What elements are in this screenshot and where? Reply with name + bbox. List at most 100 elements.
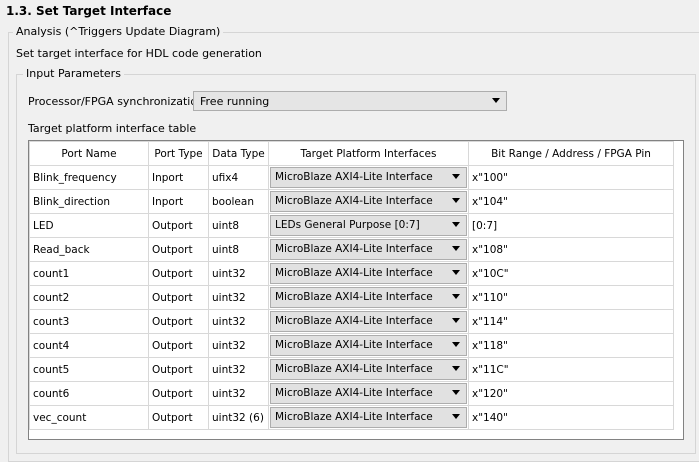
address-field[interactable]: [0:7] <box>468 213 674 238</box>
address-field[interactable]: x"108" <box>468 237 674 262</box>
interface-select[interactable]: MicroBlaze AXI4-Lite Interface <box>270 335 467 356</box>
table-row: Blink_direction Inport boolean MicroBlaz… <box>29 189 674 214</box>
data-type: uint32 (6) <box>208 405 269 430</box>
interface-cell: MicroBlaze AXI4-Lite Interface <box>268 237 469 262</box>
interface-table-container: Port Name Port Type Data Type Target Pla… <box>28 140 684 440</box>
chevron-down-icon <box>452 270 460 275</box>
port-type: Outport <box>148 357 209 382</box>
interface-cell: MicroBlaze AXI4-Lite Interface <box>268 333 469 358</box>
interface-select[interactable]: MicroBlaze AXI4-Lite Interface <box>270 407 467 428</box>
address-field[interactable]: x"100" <box>468 165 674 190</box>
address-field[interactable]: x"104" <box>468 189 674 214</box>
data-type: uint32 <box>208 333 269 358</box>
interface-select[interactable]: MicroBlaze AXI4-Lite Interface <box>270 167 467 188</box>
sync-value: Free running <box>200 95 270 108</box>
description: Set target interface for HDL code genera… <box>16 47 262 60</box>
col-address: Bit Range / Address / FPGA Pin <box>468 141 674 166</box>
interface-select[interactable]: MicroBlaze AXI4-Lite Interface <box>270 239 467 260</box>
port-name: count2 <box>29 285 149 310</box>
port-type: Outport <box>148 381 209 406</box>
address-field[interactable]: x"10C" <box>468 261 674 286</box>
address-field[interactable]: x"140" <box>468 405 674 430</box>
interface-select[interactable]: LEDs General Purpose [0:7] <box>270 215 467 236</box>
col-port-type: Port Type <box>148 141 209 166</box>
port-type: Outport <box>148 333 209 358</box>
data-type: uint8 <box>208 237 269 262</box>
port-type: Outport <box>148 309 209 334</box>
interface-select[interactable]: MicroBlaze AXI4-Lite Interface <box>270 311 467 332</box>
chevron-down-icon <box>452 294 460 299</box>
table-row: Blink_frequency Inport ufix4 MicroBlaze … <box>29 165 674 190</box>
data-type: uint32 <box>208 285 269 310</box>
analysis-legend: Analysis (^Triggers Update Diagram) <box>13 25 224 38</box>
interface-select[interactable]: MicroBlaze AXI4-Lite Interface <box>270 383 467 404</box>
col-port-name: Port Name <box>29 141 149 166</box>
section-title: 1.3. Set Target Interface <box>6 4 172 18</box>
interface-select[interactable]: MicroBlaze AXI4-Lite Interface <box>270 191 467 212</box>
col-interfaces: Target Platform Interfaces <box>268 141 469 166</box>
interface-value: MicroBlaze AXI4-Lite Interface <box>275 387 433 399</box>
data-type: uint32 <box>208 357 269 382</box>
data-type: uint32 <box>208 261 269 286</box>
port-name: count1 <box>29 261 149 286</box>
data-type: uint32 <box>208 309 269 334</box>
port-type: Outport <box>148 213 209 238</box>
port-type: Inport <box>148 189 209 214</box>
address-field[interactable]: x"114" <box>468 309 674 334</box>
table-row: Read_back Outport uint8 MicroBlaze AXI4-… <box>29 237 674 262</box>
interface-cell: MicroBlaze AXI4-Lite Interface <box>268 405 469 430</box>
chevron-down-icon <box>452 246 460 251</box>
table-row: count2 Outport uint32 MicroBlaze AXI4-Li… <box>29 285 674 310</box>
address-field[interactable]: x"11C" <box>468 357 674 382</box>
interface-value: MicroBlaze AXI4-Lite Interface <box>275 411 433 423</box>
port-type: Outport <box>148 261 209 286</box>
interface-value: MicroBlaze AXI4-Lite Interface <box>275 363 433 375</box>
data-type: uint8 <box>208 213 269 238</box>
interface-cell: MicroBlaze AXI4-Lite Interface <box>268 381 469 406</box>
chevron-down-icon <box>452 390 460 395</box>
table-row: count1 Outport uint32 MicroBlaze AXI4-Li… <box>29 261 674 286</box>
interface-value: MicroBlaze AXI4-Lite Interface <box>275 171 433 183</box>
interface-cell: MicroBlaze AXI4-Lite Interface <box>268 285 469 310</box>
port-name: count5 <box>29 357 149 382</box>
chevron-down-icon <box>452 174 460 179</box>
port-type: Outport <box>148 285 209 310</box>
chevron-down-icon <box>452 414 460 419</box>
address-field[interactable]: x"118" <box>468 333 674 358</box>
port-name: count3 <box>29 309 149 334</box>
interface-select[interactable]: MicroBlaze AXI4-Lite Interface <box>270 359 467 380</box>
address-field[interactable]: x"110" <box>468 285 674 310</box>
port-name: Blink_frequency <box>29 165 149 190</box>
interface-value: LEDs General Purpose [0:7] <box>275 219 420 231</box>
port-name: LED <box>29 213 149 238</box>
interface-cell: LEDs General Purpose [0:7] <box>268 213 469 238</box>
interface-value: MicroBlaze AXI4-Lite Interface <box>275 339 433 351</box>
interface-select[interactable]: MicroBlaze AXI4-Lite Interface <box>270 263 467 284</box>
port-name: vec_count <box>29 405 149 430</box>
interface-cell: MicroBlaze AXI4-Lite Interface <box>268 261 469 286</box>
interface-value: MicroBlaze AXI4-Lite Interface <box>275 267 433 279</box>
chevron-down-icon <box>452 342 460 347</box>
interface-select[interactable]: MicroBlaze AXI4-Lite Interface <box>270 287 467 308</box>
interface-value: MicroBlaze AXI4-Lite Interface <box>275 243 433 255</box>
address-field[interactable]: x"120" <box>468 381 674 406</box>
table-row: count5 Outport uint32 MicroBlaze AXI4-Li… <box>29 357 674 382</box>
port-name: count6 <box>29 381 149 406</box>
interface-cell: MicroBlaze AXI4-Lite Interface <box>268 165 469 190</box>
table-row: count3 Outport uint32 MicroBlaze AXI4-Li… <box>29 309 674 334</box>
interface-table: Port Name Port Type Data Type Target Pla… <box>29 141 674 430</box>
interface-value: MicroBlaze AXI4-Lite Interface <box>275 291 433 303</box>
port-type: Inport <box>148 165 209 190</box>
table-row: vec_count Outport uint32 (6) MicroBlaze … <box>29 405 674 430</box>
chevron-down-icon <box>452 318 460 323</box>
sync-select[interactable]: Free running <box>193 91 507 111</box>
input-parameters-legend: Input Parameters <box>23 67 124 80</box>
data-type: ufix4 <box>208 165 269 190</box>
chevron-down-icon <box>452 366 460 371</box>
port-type: Outport <box>148 237 209 262</box>
port-name: Read_back <box>29 237 149 262</box>
interface-cell: MicroBlaze AXI4-Lite Interface <box>268 309 469 334</box>
chevron-down-icon <box>492 98 500 103</box>
interface-value: MicroBlaze AXI4-Lite Interface <box>275 315 433 327</box>
table-header: Port Name Port Type Data Type Target Pla… <box>29 141 674 166</box>
